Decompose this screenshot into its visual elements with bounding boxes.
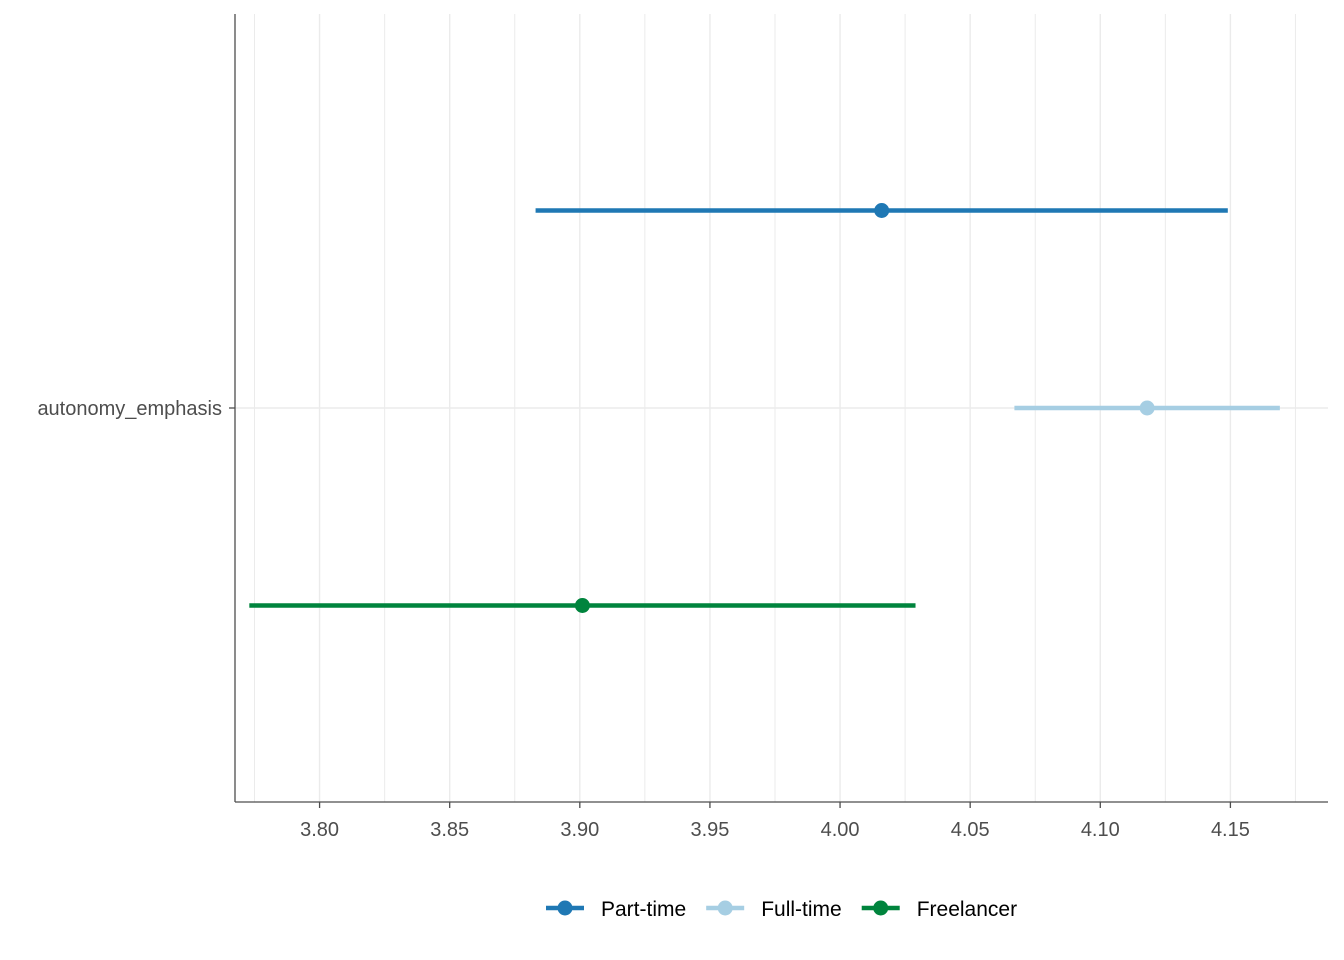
legend-key-point [557,900,573,916]
legend-item-freelancer: Freelancer [861,898,1017,921]
x-tick-label: 3.90 [560,819,599,841]
legend-key-point [873,900,889,916]
point-part-time [874,203,890,218]
legend-label: Full-time [761,898,842,921]
x-tick-label: 4.05 [951,819,990,841]
legend-key-point [717,900,733,916]
y-tick-label: autonomy_emphasis [37,398,222,420]
point-freelancer [574,598,590,613]
x-tick-label: 4.15 [1211,819,1250,841]
point-full-time [1139,400,1155,416]
legend-item-full-time: Full-time [706,898,842,921]
x-tick-label: 4.00 [821,819,860,841]
error-bars [249,203,1280,613]
x-tick-label: 3.85 [430,819,469,841]
x-tick-label: 3.80 [300,819,339,841]
legend-label: Part-time [601,898,686,921]
legend: Part-time Full-time Freelancer [546,898,1017,921]
x-axis: 3.80 3.85 3.90 3.95 4.00 4.05 4.10 4.15 [300,802,1250,841]
legend-item-part-time: Part-time [546,898,686,921]
legend-label: Freelancer [917,898,1017,921]
x-tick-label: 4.10 [1081,819,1120,841]
y-axis: autonomy_emphasis [37,398,235,420]
x-tick-label: 3.95 [690,819,729,841]
